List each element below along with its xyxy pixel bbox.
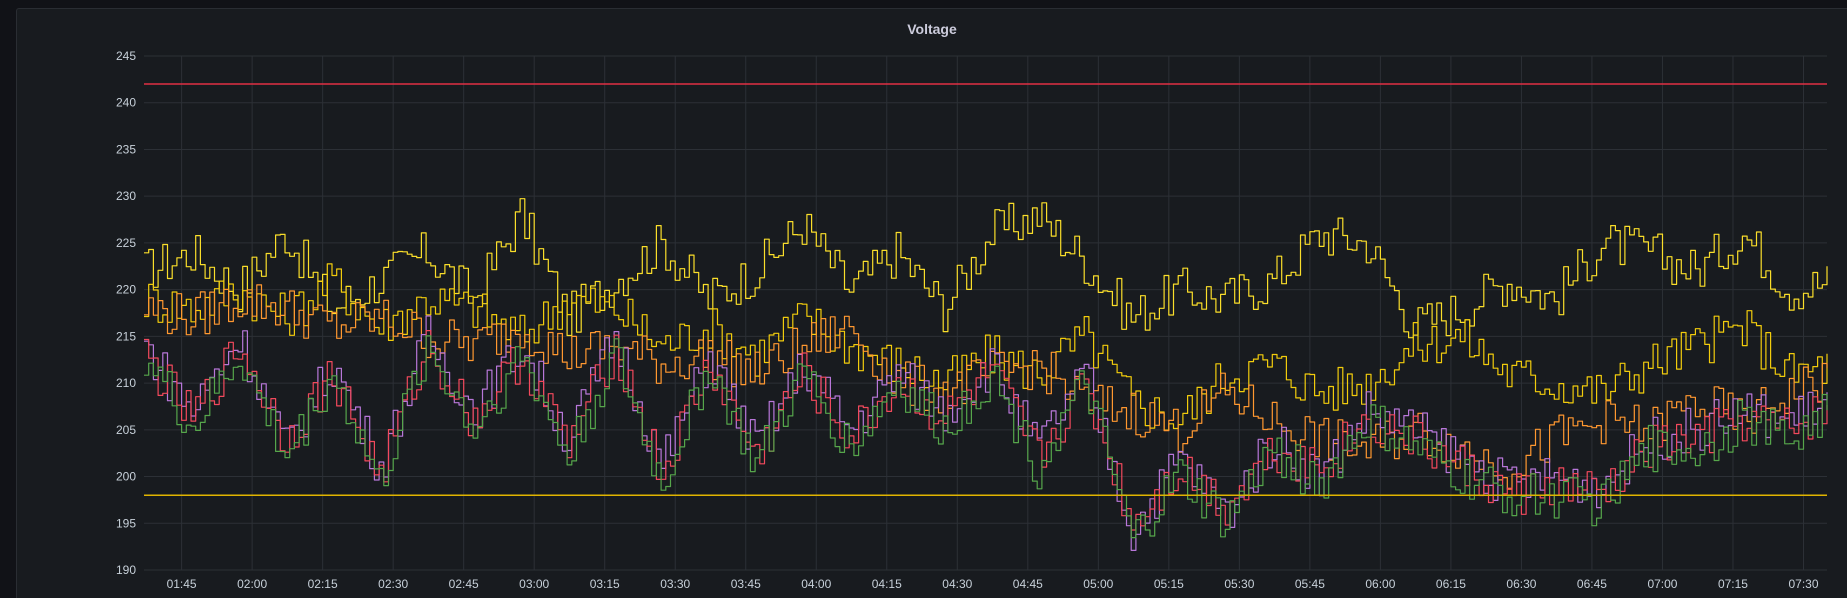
y-tick-label: 245 — [116, 49, 136, 63]
x-tick-label: 03:30 — [660, 577, 690, 591]
x-tick-label: 03:15 — [590, 577, 620, 591]
x-tick-label: 05:15 — [1154, 577, 1184, 591]
x-tick-label: 01:45 — [167, 577, 197, 591]
x-tick-label: 03:45 — [731, 577, 761, 591]
x-tick-label: 06:30 — [1506, 577, 1536, 591]
x-tick-label: 07:30 — [1788, 577, 1818, 591]
x-tick-label: 06:00 — [1365, 577, 1395, 591]
y-tick-label: 230 — [116, 189, 136, 203]
y-tick-label: 215 — [116, 329, 136, 343]
x-tick-label: 05:45 — [1295, 577, 1325, 591]
y-tick-label: 195 — [116, 516, 136, 530]
x-tick-label: 07:00 — [1647, 577, 1677, 591]
x-tick-label: 05:30 — [1224, 577, 1254, 591]
x-tick-label: 02:00 — [237, 577, 267, 591]
voltage-panel: Voltage — [16, 8, 1847, 598]
y-axis: 190 195 200 205 210 215 220 225 230 235 240 245 — [116, 49, 136, 577]
x-tick-label: 04:00 — [801, 577, 831, 591]
x-tick-label: 04:15 — [872, 577, 902, 591]
y-tick-label: 235 — [116, 142, 136, 156]
x-tick-label: 05:00 — [1083, 577, 1113, 591]
x-tick-label: 02:30 — [378, 577, 408, 591]
y-tick-label: 205 — [116, 423, 136, 437]
x-tick-label: 07:15 — [1718, 577, 1748, 591]
x-axis: 01:45 02:00 02:15 02:30 02:45 03:00 03:15 03:30… — [167, 577, 1819, 591]
y-tick-label: 225 — [116, 236, 136, 250]
y-tick-label: 200 — [116, 470, 136, 484]
panel-title: Voltage — [907, 21, 957, 37]
series-line — [144, 263, 1828, 431]
x-tick-label: 06:15 — [1436, 577, 1466, 591]
y-tick-label: 190 — [116, 563, 136, 577]
threshold-lines — [144, 83, 1827, 496]
chart-series — [144, 198, 1828, 551]
x-tick-label: 06:45 — [1577, 577, 1607, 591]
x-tick-label: 04:45 — [1013, 577, 1043, 591]
y-tick-label: 210 — [116, 376, 136, 390]
x-tick-label: 03:00 — [519, 577, 549, 591]
y-tick-label: 240 — [116, 96, 136, 110]
x-tick-label: 02:45 — [449, 577, 479, 591]
series-line — [144, 315, 1828, 551]
y-tick-label: 220 — [116, 283, 136, 297]
x-tick-label: 02:15 — [308, 577, 338, 591]
series-line — [144, 198, 1828, 339]
chart-grid — [144, 55, 1827, 571]
x-tick-label: 04:30 — [942, 577, 972, 591]
